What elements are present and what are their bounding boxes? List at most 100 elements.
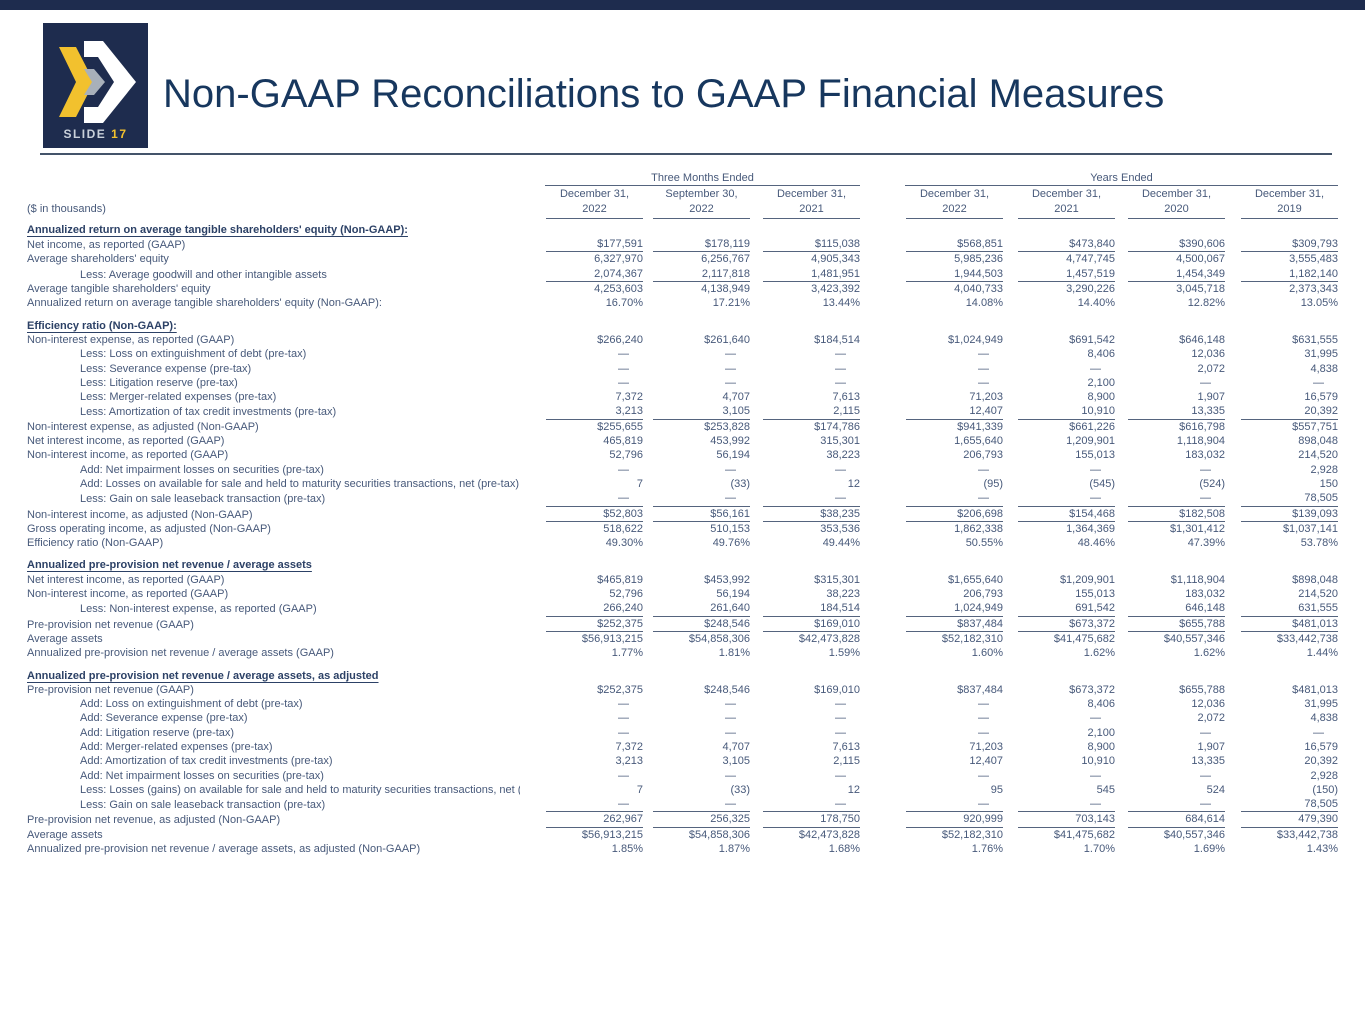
column-header-line1: December 31,: [1031, 188, 1102, 201]
row-label: Add: Merger-related expenses (pre-tax): [80, 740, 273, 753]
value: 155,013: [1075, 588, 1115, 601]
value: 71,203: [969, 740, 1003, 753]
value: $52,182,310: [941, 632, 1003, 645]
value-cell: $41,475,682: [1003, 632, 1115, 646]
value-cell: $631,555: [1225, 333, 1338, 347]
value-cell: 266,240: [520, 601, 643, 617]
value: —: [1090, 362, 1101, 375]
value: 7,613: [832, 391, 860, 404]
value-cell: 38,223: [750, 448, 860, 462]
value-cell: —: [880, 463, 1003, 477]
value-cell: 52,796: [520, 448, 643, 462]
value-cell: 6,327,970: [520, 252, 643, 266]
table-row: Net interest income, as reported (GAAP) 4…: [27, 434, 1338, 448]
row-label: Net interest income, as reported (GAAP): [27, 573, 225, 586]
table-row: Pre-provision net revenue (GAAP) $252,375…: [27, 683, 1338, 697]
row-label: Less: Severance expense (pre-tax): [80, 362, 252, 375]
value-cell: $248,546: [643, 683, 750, 697]
value: $473,840: [1018, 237, 1115, 253]
value: 214,520: [1298, 449, 1338, 462]
value: 3,105: [653, 404, 750, 420]
value-cell: 1,454,349: [1115, 267, 1225, 283]
value-cell: 12,036: [1115, 697, 1225, 711]
value-cell: —: [643, 697, 750, 711]
value-cell: 2,072: [1115, 711, 1225, 725]
row-label: Non-interest income, as reported (GAAP): [27, 449, 229, 462]
value: 453,992: [710, 435, 750, 448]
value: 5,985,236: [954, 253, 1003, 266]
value: 1.59%: [828, 647, 860, 660]
row-label: Less: Litigation reserve (pre-tax): [80, 376, 238, 389]
value: $655,788: [1179, 683, 1225, 696]
value: 78,505: [1241, 491, 1338, 507]
value: (33): [730, 477, 750, 490]
value: 1.76%: [971, 843, 1003, 856]
value-cell: 1,457,519: [1003, 267, 1115, 283]
value: —: [618, 712, 629, 725]
value-cell: $56,913,215: [520, 632, 643, 646]
value-cell: $837,484: [880, 683, 1003, 697]
value: $941,339: [957, 420, 1003, 433]
value-cell: 1.70%: [1003, 842, 1115, 856]
value: —: [1128, 491, 1225, 507]
value-cell: 1,364,369: [1003, 522, 1115, 536]
value: $1,118,904: [1170, 573, 1225, 586]
value-cell: $473,840: [1003, 237, 1115, 253]
value: —: [1090, 712, 1101, 725]
row-label: Non-interest income, as reported (GAAP): [27, 588, 229, 601]
value: 12,407: [969, 755, 1003, 768]
value: 1,481,951: [763, 267, 860, 283]
value-cell: 646,148: [1115, 601, 1225, 617]
value: $837,484: [906, 617, 1003, 632]
value-cell: —: [1003, 491, 1115, 507]
value: —: [725, 362, 736, 375]
value-cell: —: [1115, 376, 1225, 390]
value-cell: $315,301: [750, 573, 860, 587]
row-label: Less: Gain on sale leaseback transaction…: [80, 493, 326, 506]
table-row: Less: Losses (gains) on available for sa…: [27, 783, 1338, 797]
table-row: Non-interest income, as reported (GAAP) 5…: [27, 448, 1338, 462]
value-cell: 56,194: [643, 448, 750, 462]
value: $309,793: [1241, 237, 1338, 253]
value-cell: 5,985,236: [880, 252, 1003, 266]
value: 13.44%: [822, 297, 860, 310]
value-cell: 4,500,067: [1115, 252, 1225, 266]
slide-number-badge: SLIDE 17: [43, 127, 148, 141]
value-cell: $54,858,306: [643, 632, 750, 646]
value: 31,995: [1304, 698, 1338, 711]
value: 7,372: [615, 740, 643, 753]
page-title: Non-GAAP Reconciliations to GAAP Financi…: [163, 72, 1165, 116]
value: —: [725, 463, 736, 476]
value: 4,253,603: [594, 283, 643, 296]
value-cell: 703,143: [1003, 812, 1115, 828]
value: 2,074,367: [546, 267, 643, 283]
value: $177,591: [546, 237, 643, 253]
value-cell: $252,375: [520, 617, 643, 632]
value: —: [906, 491, 1003, 507]
value: 183,032: [1185, 449, 1225, 462]
value: —: [978, 362, 989, 375]
value: —: [618, 376, 629, 389]
row-label: Add: Litigation reserve (pre-tax): [80, 726, 235, 739]
value-cell: 3,045,718: [1115, 282, 1225, 296]
table-column-header-row: ($ in thousands) December 31, 2022 Septembe…: [27, 187, 1338, 219]
value-cell: $261,640: [643, 333, 750, 347]
value-cell: 50.55%: [880, 536, 1003, 550]
value: —: [725, 726, 736, 739]
value-cell: 2,117,818: [643, 267, 750, 283]
value: 16,579: [1304, 740, 1338, 753]
value-cell: 8,406: [1003, 347, 1115, 361]
value: 2,072: [1197, 362, 1225, 375]
value: 214,520: [1298, 588, 1338, 601]
row-label: Add: Net impairment losses on securities…: [80, 769, 324, 782]
value: —: [835, 376, 846, 389]
value: $252,375: [546, 617, 643, 632]
value: $557,751: [1292, 420, 1338, 433]
value: 2,115: [763, 404, 860, 420]
value-cell: 2,928: [1225, 769, 1338, 783]
section-heading-row: Annualized pre-provision net revenue / a…: [27, 558, 1338, 572]
value-cell: 150: [1225, 477, 1338, 491]
value: 52,796: [609, 449, 643, 462]
value: 1.69%: [1193, 843, 1225, 856]
value: 184,514: [763, 601, 860, 617]
